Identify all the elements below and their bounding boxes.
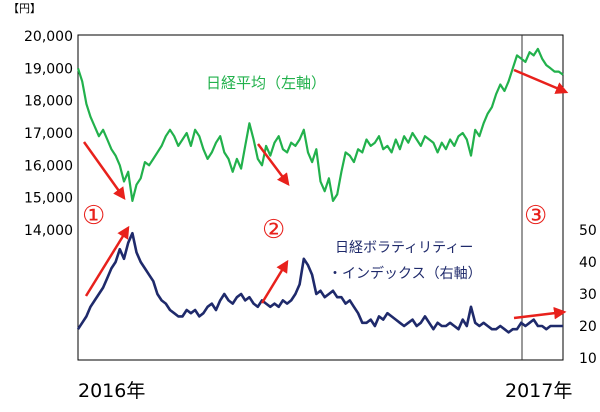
x-end-label: 2017年 — [505, 380, 572, 402]
left-tick-label: 15,000 — [24, 191, 73, 207]
arrow-1-up — [84, 225, 130, 297]
left-tick-label: 16,000 — [24, 158, 73, 174]
left-axis-ticks: 20,000 19,000 18,000 17,000 16,000 15,000 14,0… — [24, 29, 73, 239]
x-start-label: 2016年 — [78, 380, 145, 402]
left-tick-label: 18,000 — [24, 94, 73, 110]
arrow-3-flat — [513, 306, 567, 320]
annotation-2: ② — [262, 215, 285, 245]
arrow-1-down — [82, 141, 126, 201]
series-label-vi-line2: ・インデックス（右軸） — [328, 265, 482, 282]
annotation-1: ① — [82, 201, 105, 231]
left-tick-label: 19,000 — [24, 61, 73, 77]
series-line-nikkei — [76, 47, 564, 202]
right-axis-ticks: 50 40 30 20 10 — [579, 223, 597, 367]
left-tick-label: 17,000 — [24, 126, 73, 142]
arrow-3-down — [513, 68, 569, 94]
trend-arrows — [82, 68, 569, 320]
annotation-3: ③ — [524, 201, 547, 231]
arrow-2-down — [257, 143, 290, 186]
right-tick-label: 20 — [579, 319, 597, 335]
left-tick-label: 20,000 — [24, 29, 73, 45]
unit-label: 【円】 — [8, 2, 41, 15]
left-tick-label: 14,000 — [24, 223, 73, 239]
series-label-vi-line1: 日経ボラティリティー — [335, 240, 473, 256]
arrow-2-up — [260, 259, 289, 304]
series-line-volatility-index — [76, 231, 563, 334]
series-label-volatility-index: 日経ボラティリティー ・インデックス（右軸） — [328, 240, 482, 282]
right-tick-label: 30 — [579, 287, 597, 303]
right-tick-label: 50 — [579, 223, 597, 239]
right-tick-label: 40 — [579, 255, 597, 271]
series-label-nikkei: 日経平均（左軸） — [206, 74, 326, 92]
plot-area-frame — [77, 34, 564, 361]
right-tick-label: 10 — [579, 351, 597, 367]
